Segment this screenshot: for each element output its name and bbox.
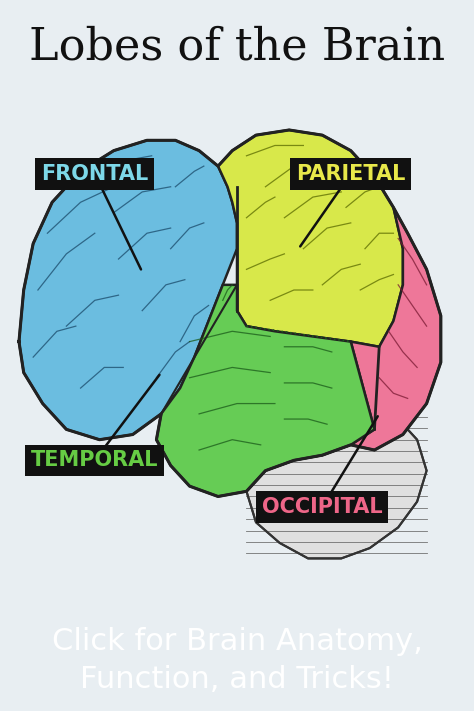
Polygon shape bbox=[218, 130, 403, 347]
Text: TEMPORAL: TEMPORAL bbox=[31, 450, 158, 471]
Text: PARIETAL: PARIETAL bbox=[296, 164, 405, 184]
Text: Click for Brain Anatomy,
Function, and Tricks!: Click for Brain Anatomy, Function, and T… bbox=[52, 627, 422, 694]
Polygon shape bbox=[246, 419, 427, 558]
Polygon shape bbox=[19, 140, 237, 439]
Text: FRONTAL: FRONTAL bbox=[41, 164, 148, 184]
Polygon shape bbox=[351, 208, 441, 450]
Text: OCCIPITAL: OCCIPITAL bbox=[262, 497, 383, 517]
Polygon shape bbox=[156, 285, 374, 496]
Text: Lobes of the Brain: Lobes of the Brain bbox=[29, 26, 445, 68]
